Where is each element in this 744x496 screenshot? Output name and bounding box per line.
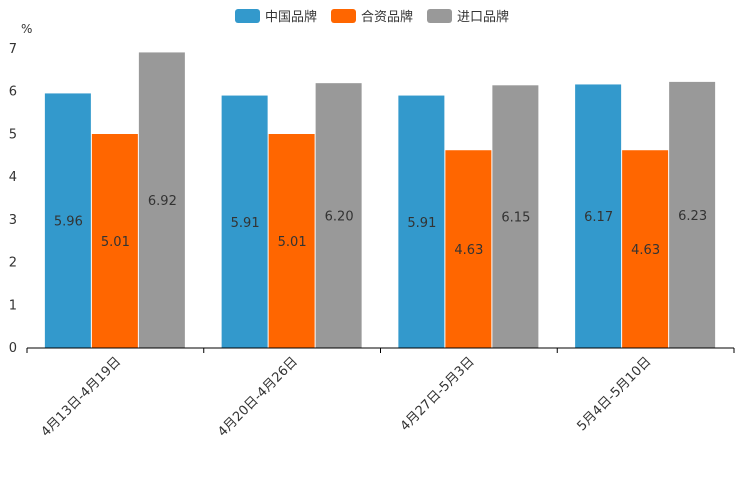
- bar-value-label: 6.23: [678, 209, 707, 224]
- bar-value-label: 6.17: [584, 210, 613, 225]
- legend-item-imported[interactable]: 进口品牌: [427, 6, 509, 25]
- legend-label-joint-venture: 合资品牌: [360, 10, 413, 25]
- y-axis-unit-label: %: [21, 22, 33, 36]
- bar: [492, 85, 539, 349]
- bar-value-label: 6.20: [325, 210, 354, 225]
- bar: [221, 95, 268, 349]
- bar: [575, 84, 622, 349]
- bar-value-label: 4.63: [454, 243, 483, 258]
- bar: [315, 83, 362, 349]
- legend-label-china: 中国品牌: [264, 10, 317, 25]
- x-tick-label: 4月13日-4月19日: [38, 354, 124, 440]
- legend-item-joint-venture[interactable]: 合资品牌: [330, 6, 413, 25]
- legend-swatch-china: [234, 8, 260, 23]
- bar: [268, 134, 315, 348]
- bar-value-label: 5.96: [54, 215, 83, 230]
- y-tick-label: 6: [9, 85, 17, 100]
- bar: [622, 150, 669, 348]
- y-tick-label: 4: [9, 170, 17, 185]
- legend-swatch-imported: [427, 8, 452, 23]
- bar-value-label: 6.15: [501, 211, 530, 226]
- bar: [398, 95, 445, 349]
- y-tick-label: 0: [9, 341, 17, 356]
- y-tick-label: 2: [9, 256, 17, 271]
- bar: [445, 150, 492, 348]
- legend: 中国品牌 合资品牌 进口品牌: [0, 6, 744, 25]
- y-tick-label: 1: [9, 298, 17, 313]
- bar-value-label: 5.01: [101, 235, 130, 250]
- bar: [91, 134, 138, 348]
- bar-value-label: 6.92: [148, 194, 177, 209]
- legend-item-china[interactable]: 中国品牌: [234, 6, 317, 25]
- y-tick-label: 3: [9, 213, 17, 228]
- bar-value-label: 5.01: [278, 235, 307, 250]
- y-tick-label: 5: [9, 127, 17, 142]
- legend-swatch-joint-venture: [330, 8, 356, 23]
- bar: [669, 81, 716, 348]
- legend-label-imported: 进口品牌: [457, 10, 510, 25]
- bar: [44, 93, 91, 349]
- bar-value-label: 5.91: [231, 216, 260, 231]
- x-tick-label: 4月27日-5月3日: [398, 354, 478, 434]
- bar-value-label: 5.91: [407, 216, 436, 231]
- x-tick-label: 5月4日-5月10日: [575, 354, 655, 434]
- bar: [138, 52, 185, 348]
- y-tick-label: 7: [9, 42, 17, 57]
- x-tick-label: 4月20日-4月26日: [215, 354, 301, 440]
- bar-value-label: 4.63: [631, 243, 660, 258]
